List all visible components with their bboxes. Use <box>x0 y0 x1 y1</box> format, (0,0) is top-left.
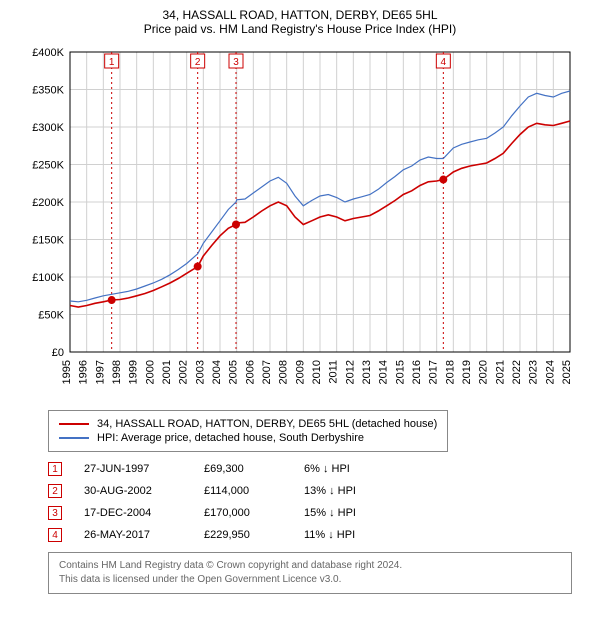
tx-price: £69,300 <box>204 463 304 475</box>
legend-row: HPI: Average price, detached house, Sout… <box>59 431 437 445</box>
tx-diff: 11% ↓ HPI <box>304 529 404 541</box>
svg-text:1995: 1995 <box>61 360 73 384</box>
legend: 34, HASSALL ROAD, HATTON, DERBY, DE65 5H… <box>48 410 448 452</box>
svg-text:2015: 2015 <box>394 360 406 384</box>
svg-text:£100K: £100K <box>32 272 64 284</box>
svg-text:2000: 2000 <box>144 360 156 384</box>
tx-price: £229,950 <box>204 529 304 541</box>
transactions-table: 1 27-JUN-1997 £69,300 6% ↓ HPI 2 30-AUG-… <box>48 458 572 546</box>
svg-text:2012: 2012 <box>344 360 356 384</box>
svg-text:1996: 1996 <box>78 360 90 384</box>
tx-date: 17-DEC-2004 <box>84 507 204 519</box>
title-main: 34, HASSALL ROAD, HATTON, DERBY, DE65 5H… <box>8 8 592 22</box>
svg-text:£250K: £250K <box>32 160 64 172</box>
svg-text:£300K: £300K <box>32 122 64 134</box>
svg-text:2006: 2006 <box>244 360 256 384</box>
title-sub: Price paid vs. HM Land Registry's House … <box>8 22 592 36</box>
svg-text:2022: 2022 <box>511 360 523 384</box>
svg-text:£150K: £150K <box>32 235 64 247</box>
svg-text:2003: 2003 <box>194 360 206 384</box>
svg-text:2016: 2016 <box>411 360 423 384</box>
tx-marker-icon: 1 <box>48 462 62 476</box>
svg-text:1: 1 <box>109 57 115 68</box>
svg-text:2008: 2008 <box>278 360 290 384</box>
legend-swatch-hpi <box>59 437 89 439</box>
tx-marker-icon: 3 <box>48 506 62 520</box>
svg-text:2018: 2018 <box>444 360 456 384</box>
tx-date: 26-MAY-2017 <box>84 529 204 541</box>
tx-diff: 13% ↓ HPI <box>304 485 404 497</box>
svg-text:2020: 2020 <box>478 360 490 384</box>
tx-marker-icon: 4 <box>48 528 62 542</box>
table-row: 2 30-AUG-2002 £114,000 13% ↓ HPI <box>48 480 572 502</box>
footer-attribution: Contains HM Land Registry data © Crown c… <box>48 552 572 594</box>
svg-text:2007: 2007 <box>261 360 273 384</box>
svg-text:2023: 2023 <box>528 360 540 384</box>
tx-price: £114,000 <box>204 485 304 497</box>
table-row: 3 17-DEC-2004 £170,000 15% ↓ HPI <box>48 502 572 524</box>
svg-text:2019: 2019 <box>461 360 473 384</box>
svg-text:2002: 2002 <box>178 360 190 384</box>
svg-text:£0: £0 <box>52 347 64 359</box>
svg-text:1998: 1998 <box>111 360 123 384</box>
footer-line: Contains HM Land Registry data © Crown c… <box>59 559 561 573</box>
legend-row: 34, HASSALL ROAD, HATTON, DERBY, DE65 5H… <box>59 417 437 431</box>
svg-text:£200K: £200K <box>32 197 64 209</box>
svg-text:2011: 2011 <box>328 360 340 384</box>
svg-text:2024: 2024 <box>544 360 556 384</box>
legend-swatch-property <box>59 423 89 425</box>
svg-text:2005: 2005 <box>228 360 240 384</box>
table-row: 4 26-MAY-2017 £229,950 11% ↓ HPI <box>48 524 572 546</box>
svg-text:2017: 2017 <box>428 360 440 384</box>
tx-diff: 6% ↓ HPI <box>304 463 404 475</box>
svg-text:4: 4 <box>441 57 447 68</box>
svg-text:2004: 2004 <box>211 360 223 384</box>
legend-label: 34, HASSALL ROAD, HATTON, DERBY, DE65 5H… <box>97 418 437 430</box>
title-block: 34, HASSALL ROAD, HATTON, DERBY, DE65 5H… <box>8 8 592 36</box>
svg-text:2025: 2025 <box>561 360 573 384</box>
svg-text:2013: 2013 <box>361 360 373 384</box>
tx-diff: 15% ↓ HPI <box>304 507 404 519</box>
svg-text:2010: 2010 <box>311 360 323 384</box>
svg-text:2014: 2014 <box>378 360 390 384</box>
svg-text:2001: 2001 <box>161 360 173 384</box>
svg-text:£350K: £350K <box>32 85 64 97</box>
tx-marker-icon: 2 <box>48 484 62 498</box>
tx-date: 27-JUN-1997 <box>84 463 204 475</box>
legend-label: HPI: Average price, detached house, Sout… <box>97 432 364 444</box>
svg-text:1997: 1997 <box>94 360 106 384</box>
svg-text:2009: 2009 <box>294 360 306 384</box>
svg-text:2: 2 <box>195 57 201 68</box>
svg-text:2021: 2021 <box>494 360 506 384</box>
chart-container: 34, HASSALL ROAD, HATTON, DERBY, DE65 5H… <box>8 8 592 594</box>
footer-line: This data is licensed under the Open Gov… <box>59 573 561 587</box>
tx-date: 30-AUG-2002 <box>84 485 204 497</box>
svg-text:1999: 1999 <box>128 360 140 384</box>
svg-text:£400K: £400K <box>32 47 64 59</box>
tx-price: £170,000 <box>204 507 304 519</box>
chart-svg: £0 £50K £100K £150K £200K £250K £300K £350K £400… <box>20 42 580 402</box>
chart-area: £0 £50K £100K £150K £200K £250K £300K £350K £400… <box>20 42 580 402</box>
svg-text:£50K: £50K <box>38 310 64 322</box>
table-row: 1 27-JUN-1997 £69,300 6% ↓ HPI <box>48 458 572 480</box>
svg-text:3: 3 <box>233 57 239 68</box>
